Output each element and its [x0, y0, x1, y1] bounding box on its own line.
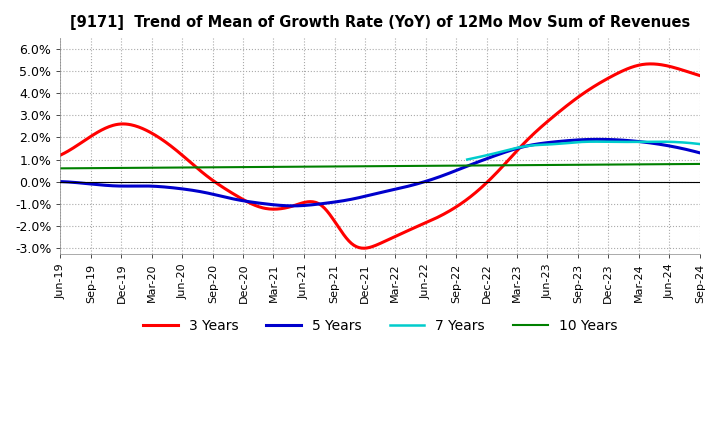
5 Years — [595, 137, 603, 142]
7 Years — [654, 139, 663, 144]
10 Years — [56, 166, 65, 171]
5 Years — [438, 173, 446, 178]
7 Years — [463, 157, 472, 162]
Legend: 3 Years, 5 Years, 7 Years, 10 Years: 3 Years, 5 Years, 7 Years, 10 Years — [138, 313, 623, 338]
3 Years — [56, 153, 65, 158]
10 Years — [580, 162, 589, 167]
10 Years — [402, 163, 411, 169]
3 Years — [647, 61, 656, 66]
Line: 7 Years: 7 Years — [467, 142, 700, 160]
3 Years — [683, 69, 691, 74]
Title: [9171]  Trend of Mean of Growth Rate (YoY) of 12Mo Mov Sum of Revenues: [9171] Trend of Mean of Growth Rate (YoY… — [70, 15, 690, 30]
5 Years — [361, 194, 370, 199]
5 Years — [582, 137, 590, 142]
3 Years — [360, 246, 369, 251]
5 Years — [56, 179, 65, 184]
5 Years — [365, 193, 374, 198]
Line: 5 Years: 5 Years — [60, 139, 700, 206]
3 Years — [438, 212, 446, 217]
7 Years — [602, 139, 611, 144]
Line: 10 Years: 10 Years — [60, 164, 700, 169]
5 Years — [683, 147, 691, 152]
3 Years — [365, 245, 374, 250]
3 Years — [403, 228, 412, 233]
5 Years — [403, 183, 412, 189]
10 Years — [696, 161, 704, 167]
7 Years — [575, 139, 583, 145]
7 Years — [573, 139, 582, 145]
5 Years — [696, 150, 704, 156]
7 Years — [589, 139, 598, 144]
Line: 3 Years: 3 Years — [60, 64, 700, 248]
3 Years — [582, 89, 590, 94]
10 Years — [437, 163, 446, 169]
10 Years — [364, 164, 372, 169]
3 Years — [696, 73, 704, 78]
10 Years — [360, 164, 369, 169]
7 Years — [690, 141, 699, 146]
7 Years — [590, 139, 598, 144]
3 Years — [361, 246, 370, 251]
10 Years — [680, 161, 689, 167]
5 Years — [288, 203, 297, 209]
7 Years — [696, 141, 704, 147]
